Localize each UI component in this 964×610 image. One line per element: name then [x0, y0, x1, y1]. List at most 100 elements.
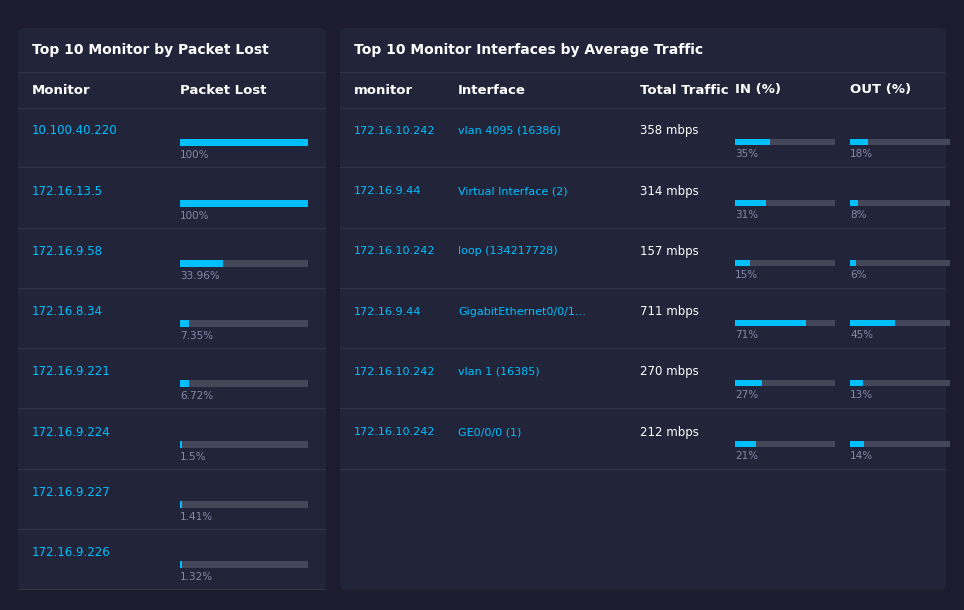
Bar: [735, 139, 835, 145]
Text: 45%: 45%: [850, 330, 873, 340]
Text: 15%: 15%: [735, 270, 758, 280]
Text: 35%: 35%: [735, 149, 758, 159]
Bar: [180, 440, 308, 448]
Bar: [18, 228, 326, 229]
Bar: [340, 468, 946, 470]
Bar: [850, 320, 950, 326]
Bar: [180, 199, 308, 207]
Bar: [180, 380, 308, 387]
FancyBboxPatch shape: [18, 28, 326, 590]
Text: GE0/0/0 (1): GE0/0/0 (1): [458, 427, 522, 437]
Text: 172.16.9.44: 172.16.9.44: [354, 307, 421, 317]
Text: 157 mbps: 157 mbps: [640, 245, 699, 258]
Bar: [18, 408, 326, 409]
Bar: [180, 320, 308, 327]
Bar: [340, 228, 946, 229]
FancyBboxPatch shape: [340, 28, 946, 590]
Bar: [180, 501, 182, 508]
Text: Virtual Interface (2): Virtual Interface (2): [458, 186, 568, 196]
Text: 172.16.9.227: 172.16.9.227: [32, 486, 111, 499]
Text: vlan 1 (16385): vlan 1 (16385): [458, 367, 540, 377]
Bar: [18, 108, 326, 109]
Text: 100%: 100%: [180, 210, 209, 221]
Text: 71%: 71%: [735, 330, 758, 340]
Text: 172.16.8.34: 172.16.8.34: [32, 305, 103, 318]
Bar: [735, 260, 835, 266]
Bar: [340, 167, 946, 168]
Bar: [735, 199, 835, 206]
Bar: [180, 260, 308, 267]
Text: 172.16.9.224: 172.16.9.224: [32, 426, 111, 439]
Bar: [180, 139, 308, 146]
Text: 1.32%: 1.32%: [180, 572, 213, 582]
Bar: [340, 108, 946, 109]
Bar: [850, 320, 895, 326]
Bar: [340, 408, 946, 409]
Bar: [18, 72, 326, 73]
Bar: [735, 380, 762, 386]
Bar: [180, 501, 308, 508]
Bar: [850, 440, 864, 447]
Bar: [180, 561, 181, 568]
Text: Monitor: Monitor: [32, 84, 91, 96]
Text: 172.16.10.242: 172.16.10.242: [354, 126, 436, 136]
Bar: [735, 199, 766, 206]
Bar: [180, 139, 308, 146]
Text: 172.16.9.44: 172.16.9.44: [354, 186, 421, 196]
Bar: [850, 199, 950, 206]
Bar: [18, 288, 326, 289]
Text: IN (%): IN (%): [735, 84, 781, 96]
Text: 270 mbps: 270 mbps: [640, 365, 699, 378]
Bar: [735, 320, 835, 326]
Text: 358 mbps: 358 mbps: [640, 124, 699, 137]
Text: 212 mbps: 212 mbps: [640, 426, 699, 439]
Text: 7.35%: 7.35%: [180, 331, 213, 341]
Text: Interface: Interface: [458, 84, 526, 96]
Text: 1.41%: 1.41%: [180, 512, 213, 522]
Bar: [735, 139, 770, 145]
Text: 711 mbps: 711 mbps: [640, 305, 699, 318]
Text: 100%: 100%: [180, 150, 209, 160]
Bar: [340, 288, 946, 289]
Bar: [18, 589, 326, 590]
Text: loop (134217728): loop (134217728): [458, 246, 557, 256]
Bar: [735, 440, 835, 447]
Text: 8%: 8%: [850, 210, 867, 220]
Text: vlan 4095 (16386): vlan 4095 (16386): [458, 126, 561, 136]
Text: OUT (%): OUT (%): [850, 84, 911, 96]
Text: 14%: 14%: [850, 451, 873, 461]
Text: GigabitEthernet0/0/1...: GigabitEthernet0/0/1...: [458, 307, 586, 317]
Text: 314 mbps: 314 mbps: [640, 185, 699, 198]
Text: Top 10 Monitor Interfaces by Average Traffic: Top 10 Monitor Interfaces by Average Tra…: [354, 43, 703, 57]
Bar: [180, 199, 308, 207]
Bar: [850, 380, 863, 386]
Text: 6%: 6%: [850, 270, 867, 280]
Text: Total Traffic: Total Traffic: [640, 84, 729, 96]
Bar: [735, 260, 750, 266]
Bar: [180, 320, 189, 327]
Bar: [850, 199, 858, 206]
Bar: [850, 440, 950, 447]
Bar: [18, 468, 326, 470]
Text: 172.16.10.242: 172.16.10.242: [354, 427, 436, 437]
Text: Top 10 Monitor by Packet Lost: Top 10 Monitor by Packet Lost: [32, 43, 269, 57]
Bar: [180, 440, 182, 448]
Bar: [850, 139, 868, 145]
Text: 172.16.13.5: 172.16.13.5: [32, 185, 103, 198]
Text: 33.96%: 33.96%: [180, 271, 220, 281]
Bar: [180, 380, 189, 387]
Text: 13%: 13%: [850, 390, 873, 400]
Bar: [180, 561, 308, 568]
Bar: [735, 320, 806, 326]
Bar: [18, 167, 326, 168]
Text: 27%: 27%: [735, 390, 758, 400]
Bar: [340, 348, 946, 349]
Bar: [850, 139, 950, 145]
Text: 31%: 31%: [735, 210, 758, 220]
Text: 21%: 21%: [735, 451, 758, 461]
Bar: [735, 440, 756, 447]
Text: monitor: monitor: [354, 84, 414, 96]
Bar: [340, 72, 946, 73]
Text: 1.5%: 1.5%: [180, 451, 206, 462]
Text: 172.16.10.242: 172.16.10.242: [354, 246, 436, 256]
